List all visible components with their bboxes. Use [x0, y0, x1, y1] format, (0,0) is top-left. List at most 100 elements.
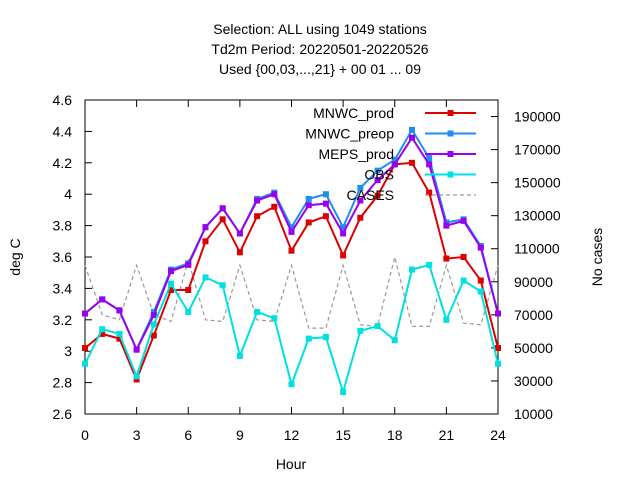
data-point [340, 252, 347, 259]
data-point [99, 326, 106, 333]
data-point [357, 197, 364, 204]
y-tick-label: 4.6 [53, 92, 73, 108]
data-point [133, 373, 140, 380]
y-axis-label: deg C [7, 238, 23, 275]
data-point [116, 330, 123, 337]
y2-tick-label: 10000 [514, 406, 553, 422]
x-tick-label: 15 [335, 427, 351, 443]
data-point [133, 346, 140, 353]
data-point [236, 249, 243, 256]
data-point [168, 286, 175, 293]
data-point [374, 323, 381, 330]
data-point [477, 288, 484, 295]
data-point [426, 189, 433, 196]
data-point [426, 155, 433, 162]
data-point [271, 315, 278, 322]
data-point [116, 335, 123, 342]
data-point [202, 224, 209, 231]
x-tick-label: 0 [81, 427, 89, 443]
data-point [254, 308, 261, 315]
data-point [408, 159, 415, 166]
data-point [391, 161, 398, 168]
y2-tick-label: 90000 [514, 274, 553, 290]
legend-swatch-marker [447, 110, 454, 116]
y2-tick-label: 30000 [514, 373, 553, 389]
legend-entry-obs: OBS [364, 167, 476, 183]
y2-tick-label: 50000 [514, 340, 553, 356]
series-meps-prod [82, 134, 501, 353]
y2-tick-label: 70000 [514, 307, 553, 323]
data-point [391, 337, 398, 344]
data-point [219, 205, 226, 212]
data-point [357, 214, 364, 221]
x-tick-label: 21 [439, 427, 455, 443]
data-point [374, 192, 381, 199]
y-tick-label: 4.2 [53, 155, 73, 171]
series-line [84, 135, 499, 352]
data-point [322, 334, 329, 341]
legend-label: CASES [347, 187, 394, 203]
data-point [168, 268, 175, 275]
x-tick-label: 18 [387, 427, 403, 443]
data-point [357, 184, 364, 191]
data-point [202, 238, 209, 245]
data-point [150, 321, 157, 328]
series-cases [84, 256, 499, 329]
data-point [150, 332, 157, 339]
data-point [305, 219, 312, 226]
y2-axis-label: No cases [589, 228, 605, 286]
data-point [305, 195, 312, 202]
data-point [340, 230, 347, 237]
y-tick-label: 4 [64, 186, 72, 202]
legend-swatch-marker [447, 130, 454, 137]
data-point [443, 222, 450, 229]
legend-swatch-marker [447, 151, 454, 157]
data-point [288, 381, 295, 388]
data-point [202, 274, 209, 281]
legend: MNWC_prod MNWC_preop MEPS_prod OBS CASES [305, 105, 476, 203]
data-point [357, 327, 364, 334]
data-point [254, 197, 261, 204]
y-tick-label: 3.6 [53, 249, 73, 265]
y-tick-label: 3.2 [53, 312, 73, 328]
data-point [340, 224, 347, 231]
series-mnwc-prod [82, 159, 501, 383]
title-line-2: Td2m Period: 20220501-20220526 [211, 41, 428, 57]
data-point [168, 280, 175, 287]
data-point [408, 266, 415, 273]
series-layer [82, 126, 501, 396]
data-point [99, 296, 106, 303]
y2-tick-label: 190000 [514, 109, 561, 125]
data-point [82, 360, 88, 367]
data-point [236, 230, 243, 237]
data-point [495, 360, 501, 367]
data-point [426, 161, 433, 168]
plot-frame [84, 99, 499, 415]
data-point [82, 310, 88, 317]
x-tick-label: 24 [490, 427, 506, 443]
data-point [460, 254, 467, 260]
y-tick-label: 2.8 [53, 375, 73, 391]
data-point [477, 244, 484, 251]
axes: 0 3 6 9 12 15 18 21 24 2.6 2.8 3 3.2 3.4 3.6 3.8 4 4.2 4.4… [53, 92, 561, 443]
y2-tick-label: 130000 [514, 208, 561, 224]
x-tick-label: 9 [236, 427, 244, 443]
data-point [185, 261, 192, 268]
data-point [288, 228, 295, 235]
series-obs [82, 261, 501, 396]
x-axis-label: Hour [276, 456, 307, 472]
legend-label: MNWC_preop [305, 126, 394, 142]
x-tick-label: 3 [133, 427, 141, 443]
data-point [495, 345, 501, 352]
data-point [254, 213, 261, 220]
legend-entry-meps-prod: MEPS_prod [319, 146, 476, 162]
series-line [84, 256, 499, 329]
data-point [322, 200, 329, 207]
data-point [185, 286, 192, 293]
data-point [305, 202, 312, 209]
data-point [82, 345, 88, 352]
data-point [374, 167, 381, 174]
data-point [443, 255, 450, 262]
data-point [288, 247, 295, 254]
